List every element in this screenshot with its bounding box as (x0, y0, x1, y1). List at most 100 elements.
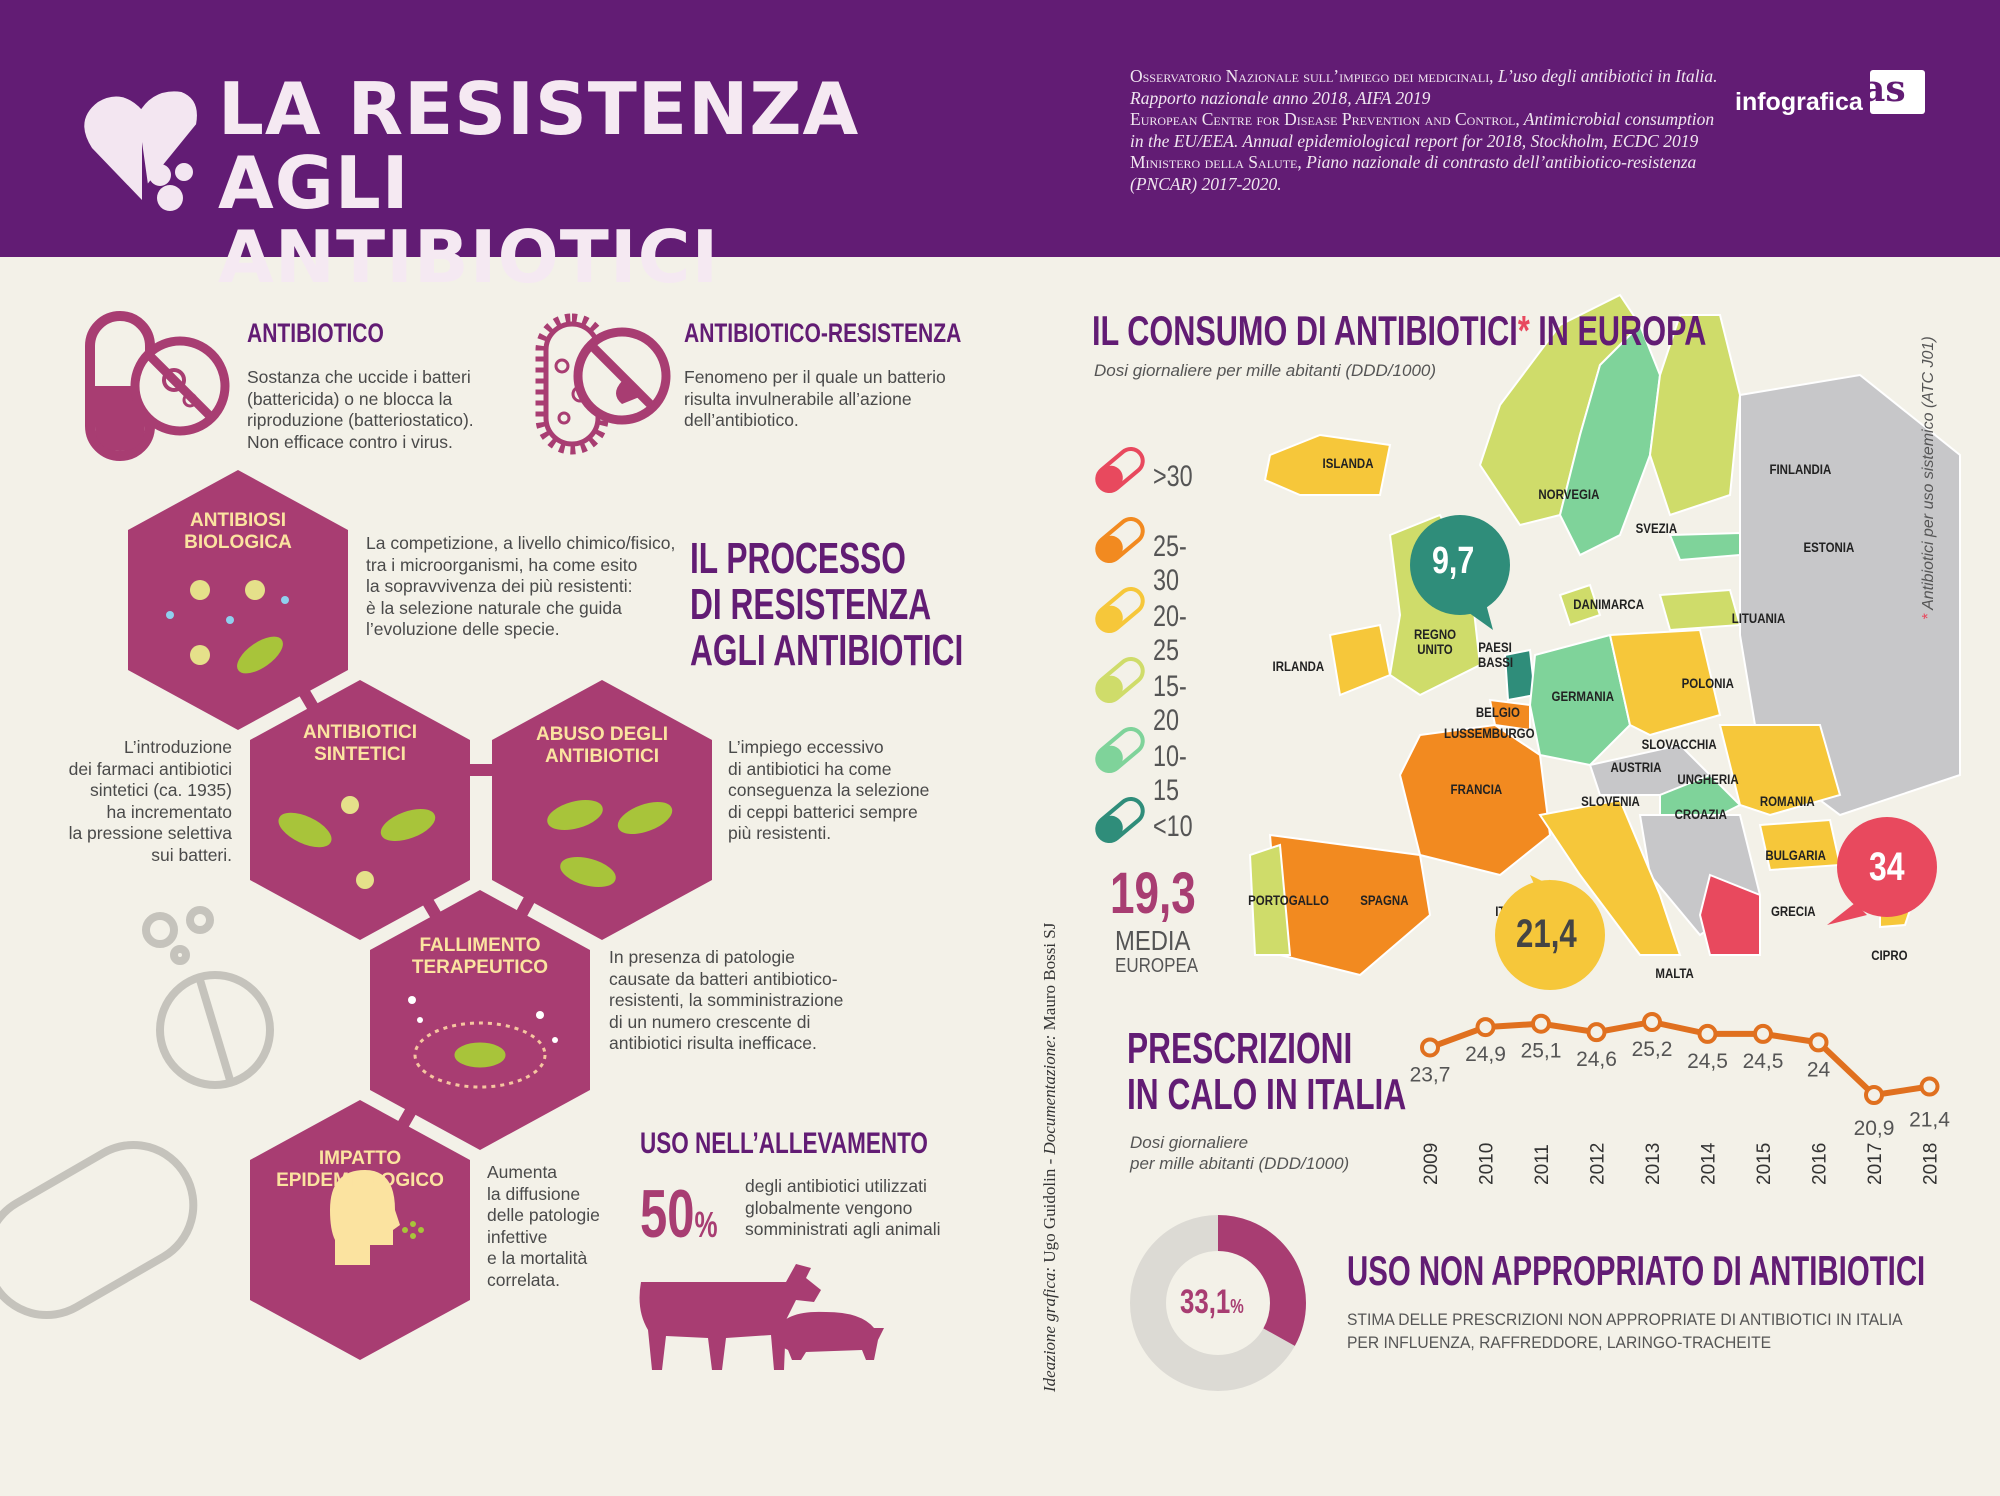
country-belgio: BELGIO (1475, 705, 1520, 720)
credits-name-2: Mauro Bossi SJ (1040, 922, 1059, 1031)
heart-pill-logo-icon (84, 91, 197, 211)
country-regno-unito: REGNO UNITO (1413, 627, 1457, 657)
data-label: 24,6 (1576, 1048, 1617, 1071)
legend-item: 10-15 (1090, 720, 1187, 807)
allevamento-pct-value: 50 (640, 1176, 695, 1252)
data-label: 24,5 (1743, 1050, 1784, 1073)
x-tick-label: 2013 (1643, 1143, 1664, 1185)
map-lituania (1658, 588, 1742, 632)
legend-label: 25-30 (1153, 530, 1187, 597)
nonappropriato-pct-sign: % (1230, 1296, 1244, 1318)
average-label-2: EUROPEA (1115, 955, 1199, 977)
source-3-org: Ministero della Salute, (1130, 152, 1302, 172)
country-danimarca: DANIMARCA (1573, 597, 1645, 612)
resistenza-line: dell’antibiotico. (684, 410, 799, 430)
legend-pill-icon (1095, 657, 1145, 703)
nonappropriato-pct: 33,1% (1180, 1283, 1244, 1322)
fallimento-line: di un numero crescente di (609, 1011, 811, 1032)
callout-paesi-bassi (1410, 515, 1510, 630)
hex-label-antibiosi: ANTIBIOSI BIOLOGICA (153, 510, 323, 554)
legend-item: 15-20 (1090, 650, 1187, 737)
antibiotico-title: ANTIBIOTICO (247, 318, 384, 348)
fallimento-line: In presenza di patologie (609, 947, 795, 967)
title-line-1: LA RESISTENZA (218, 67, 860, 151)
map-irlanda (1328, 623, 1392, 697)
x-tick-label: 2014 (1699, 1142, 1720, 1185)
antibiosi-line: è la selezione naturale che guida (366, 597, 622, 618)
country-cipro: CIPRO (1871, 948, 1908, 963)
legend-item: >30 (1090, 440, 1193, 510)
hex-label-sintetici: ANTIBIOTICI SINTETICI (275, 722, 445, 766)
data-point (1420, 1037, 1440, 1058)
header-bar (0, 0, 2000, 257)
map-islanda (1263, 433, 1392, 496)
europe-map (1248, 293, 1961, 977)
antibiosi-text: La competizione, a livello chimico/fisic… (366, 533, 696, 641)
resistenza-title: ANTIBIOTICO-RESISTENZA (684, 318, 962, 348)
data-label: 24,9 (1465, 1043, 1506, 1066)
data-point (1531, 1013, 1551, 1034)
legend-pill-icon (1095, 587, 1145, 633)
resistenza-line: Fenomeno per il quale un batterio (684, 367, 946, 387)
nonappropriato-pct-value: 33,1 (1180, 1283, 1231, 1321)
sources-text: Osservatorio Nazionale sull’impiego dei … (1130, 66, 1730, 195)
prescrizioni-subtitle: Dosi giornaliere per mille abitanti (DDD… (1130, 1132, 1349, 1174)
hex-label-line: EPIDEMIOLOGICO (276, 1170, 444, 1191)
europe-note-star: * (1920, 613, 1937, 620)
europe-title: IL CONSUMO DI ANTIBIOTICI* IN EUROPA (1092, 307, 1706, 355)
impatto-line: e la mortalità (487, 1248, 588, 1268)
average-label-1: MEDIA (1115, 925, 1191, 956)
hex-label-fallimento: FALLIMENTO TERAPEUTICO (395, 935, 565, 979)
antibiotico-line: Non efficace contro i virus. (247, 431, 453, 452)
country-spagna: SPAGNA (1360, 893, 1409, 908)
sintetici-line: sui batteri. (151, 844, 232, 865)
hex-label-impatto: IMPATTO EPIDEMIOLOGICO (275, 1148, 445, 1192)
country-irlanda: IRLANDA (1272, 659, 1325, 674)
sintetici-line: la pressione selettiva (68, 823, 232, 843)
country-austria: AUSTRIA (1610, 760, 1662, 775)
antibiosi-line: l’evoluzione delle specie. (366, 619, 560, 639)
x-tick-label: 2010 (1477, 1143, 1498, 1185)
map-belgio (1488, 698, 1531, 732)
credits: Ideazione grafica: Ugo Guidolin - Docume… (1040, 922, 1059, 1392)
sintetici-line: L’introduzione (124, 737, 232, 757)
map-danimarca (1558, 583, 1602, 627)
source-3-title: Piano nazionale di contrasto dell’antibi… (1130, 152, 1697, 194)
antibiotico-line: Sostanza che uccide i batteri (247, 367, 471, 387)
nonappropriato-line: PER INFLUENZA, RAFFREDDORE, LARINGO-TRAC… (1347, 1333, 1772, 1352)
legend-pill-icon (1095, 727, 1145, 773)
map-grecia (1698, 873, 1761, 956)
callout-grecia-value: 34 (1869, 845, 1905, 889)
callout-italia-value: 21,4 (1516, 912, 1577, 956)
hex-label-line: ANTIBIOTICI (303, 722, 417, 743)
sintetici-text: L’introduzione dei farmaci antibiotici s… (50, 737, 232, 866)
antibiotico-line: (battericida) o ne blocca la (247, 388, 453, 409)
hex-label-line: ANTIBIOTICI (545, 746, 659, 767)
legend-label: 10-15 (1153, 740, 1187, 807)
country-finlandia: FINLANDIA (1769, 462, 1832, 477)
prescrizioni-title: PRESCRIZIONI IN CALO IN ITALIA (1127, 1026, 1415, 1118)
x-tick-label: 2009 (1421, 1143, 1442, 1185)
source-1-org: Osservatorio Nazionale sull’impiego dei … (1130, 66, 1494, 86)
map-romania (1718, 724, 1842, 817)
europe-note-text: Antibiotici per uso sistemico (ATC J01) (1920, 336, 1937, 614)
resistenza-text: Fenomeno per il quale un batterio risult… (684, 367, 964, 432)
abuso-line: conseguenza la selezione (728, 780, 930, 800)
country-portogallo: PORTOGALLO (1248, 893, 1329, 908)
map-estonia (1668, 531, 1741, 562)
x-tick-label: 2018 (1921, 1143, 1942, 1185)
hex-label-line: SINTETICI (314, 744, 406, 765)
callout-paesi-bassi-value: 9,7 (1432, 540, 1475, 582)
impatto-line: correlata. (487, 1269, 560, 1290)
process-title-line: DI RESISTENZA (690, 580, 932, 629)
europe-title-main: IL CONSUMO DI ANTIBIOTICI (1092, 307, 1518, 354)
process-title-line: AGLI ANTIBIOTICI (690, 626, 964, 675)
data-label: 25,2 (1632, 1038, 1673, 1061)
data-label: 24,5 (1687, 1050, 1728, 1073)
country-slovacchia: SLOVACCHIA (1641, 737, 1717, 752)
callout-grecia (1827, 817, 1937, 925)
antibiosi-line: tra i microorganismi, ha come esito (366, 554, 638, 575)
legend-pill-icon (1095, 517, 1145, 563)
hex-fallimento (370, 890, 590, 1150)
source-1-title: L’uso degli antibiotici in Italia. Rappo… (1130, 66, 1718, 108)
